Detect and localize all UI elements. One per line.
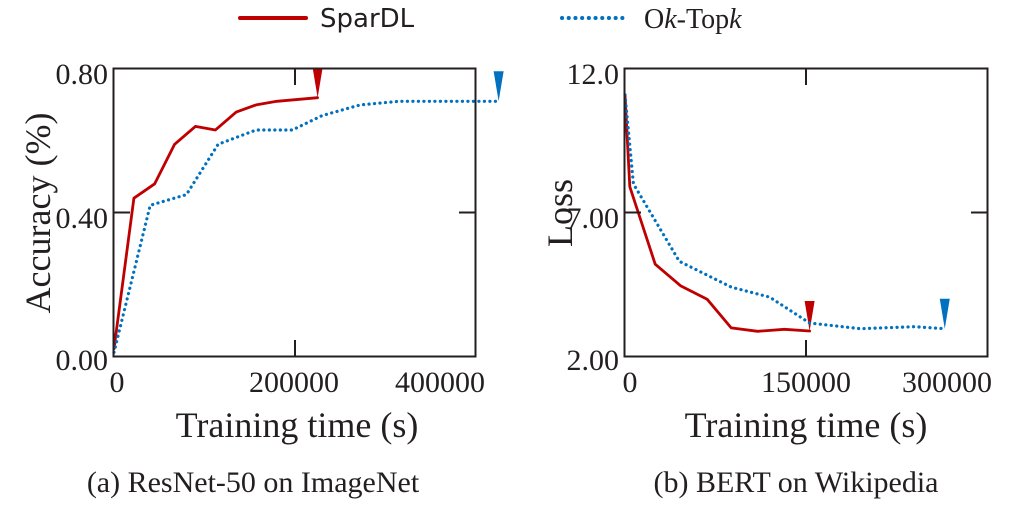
legend-label-oktopk-part: k [664, 4, 677, 35]
panel-b-ytick-label: 2.00 [567, 344, 620, 377]
panel-a-x-axis-title: Training time (s) [176, 405, 419, 445]
panel-a-ytick-label: 0.40 [56, 202, 109, 235]
legend-label-oktopk: Ok-Topk [644, 4, 742, 35]
panel-b-end-marker-spardl [804, 301, 815, 332]
panel-b-xtick-label: 300000 [902, 366, 992, 399]
legend-label-oktopk-part: O [644, 4, 664, 35]
panel-b-end-marker-ok-topk [939, 298, 950, 329]
panel-a-plot-frame [112, 67, 477, 358]
panel-b-y-axis-title: Loss [540, 179, 580, 247]
panel-a-ticks [114, 69, 475, 356]
panel-b-x-axis-title: Training time (s) [685, 405, 928, 445]
legend-label-oktopk-part: -Top [677, 4, 729, 35]
panel-a-ytick-label: 0.80 [56, 58, 109, 91]
panel-b-ytick-label: 7.00 [567, 202, 620, 235]
panel-a-series-ok-topk [112, 99, 501, 354]
panel-b-xtick-label: 150000 [761, 366, 851, 399]
panel-a-xtick-label: 400000 [395, 366, 485, 399]
panel-b-series-ok-topk [623, 93, 947, 331]
panel-b-caption: (b) BERT on Wikipedia [653, 466, 938, 499]
panel-a-xtick-label: 0 [110, 366, 125, 399]
panel-b-marks [623, 93, 950, 333]
panel-b-series-spardl [623, 93, 811, 333]
panel-a-end-marker-spardl [312, 67, 323, 98]
legend: SparDL Ok-Topk [238, 4, 742, 35]
panel-b-ytick-label: 12.0 [567, 58, 620, 91]
panel-b-bert: 12.0 7.00 2.00 0 150000 300000 Training … [540, 58, 992, 499]
panel-a-series-spardl [112, 96, 320, 351]
panel-a-end-marker-ok-topk [493, 71, 504, 102]
panel-a-caption: (a) ResNet-50 on ImageNet [87, 466, 420, 499]
legend-label-spardl: SparDL [320, 4, 415, 34]
panel-a-resnet: 0.80 0.40 0.00 0 200000 400000 Training … [18, 58, 504, 499]
legend-label-oktopk-part: k [729, 4, 742, 35]
panel-b-xtick-label: 0 [623, 366, 638, 399]
panel-b-ticks [625, 69, 987, 356]
panel-a-xtick-label: 200000 [249, 366, 339, 399]
panel-a-marks [112, 67, 504, 354]
panel-b-plot-frame [623, 67, 989, 358]
panel-a-y-axis-title: Accuracy (%) [18, 113, 58, 314]
panel-a-ytick-label: 0.00 [56, 344, 109, 377]
